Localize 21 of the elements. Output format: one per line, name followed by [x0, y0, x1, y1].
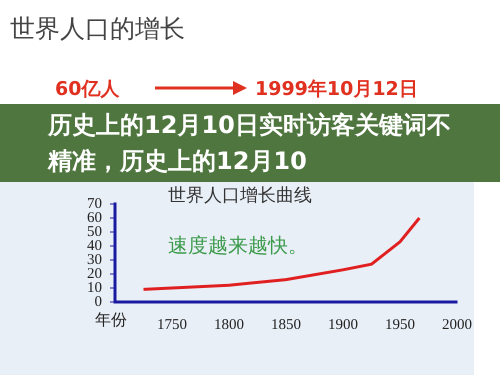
y-tick-label: 70 [87, 196, 102, 212]
text: 1999年10月12日 [255, 77, 418, 102]
text: 世界人口的增长 [10, 13, 185, 45]
x-axis-title: 年份 [95, 311, 127, 331]
x-tick-label: 1800 [214, 316, 244, 333]
y-tick-label: 60 [87, 210, 102, 226]
y-tick-label: 10 [87, 280, 102, 296]
annotation: 速度越来越快。 [168, 232, 308, 259]
y-tick-label: 40 [87, 238, 102, 254]
x-tick-label: 1850 [271, 316, 301, 333]
chart-title: 世界人口增长曲线 [167, 184, 313, 207]
x-tick-label: 1950 [385, 316, 415, 333]
x-tick-label: 1900 [328, 316, 358, 333]
y-tick-label: 30 [87, 252, 102, 268]
y-tick-label: 0 [94, 294, 102, 310]
y-tick-label: 50 [87, 224, 102, 240]
x-tick-label: 2000 [442, 316, 472, 333]
y-tick-label: 20 [87, 266, 102, 282]
text: 历史上的12月10日实时访客关键词不精准，历史上的12月10 [0, 104, 500, 182]
x-tick-label: 1750 [157, 316, 187, 333]
text: 60亿人 [55, 77, 120, 102]
